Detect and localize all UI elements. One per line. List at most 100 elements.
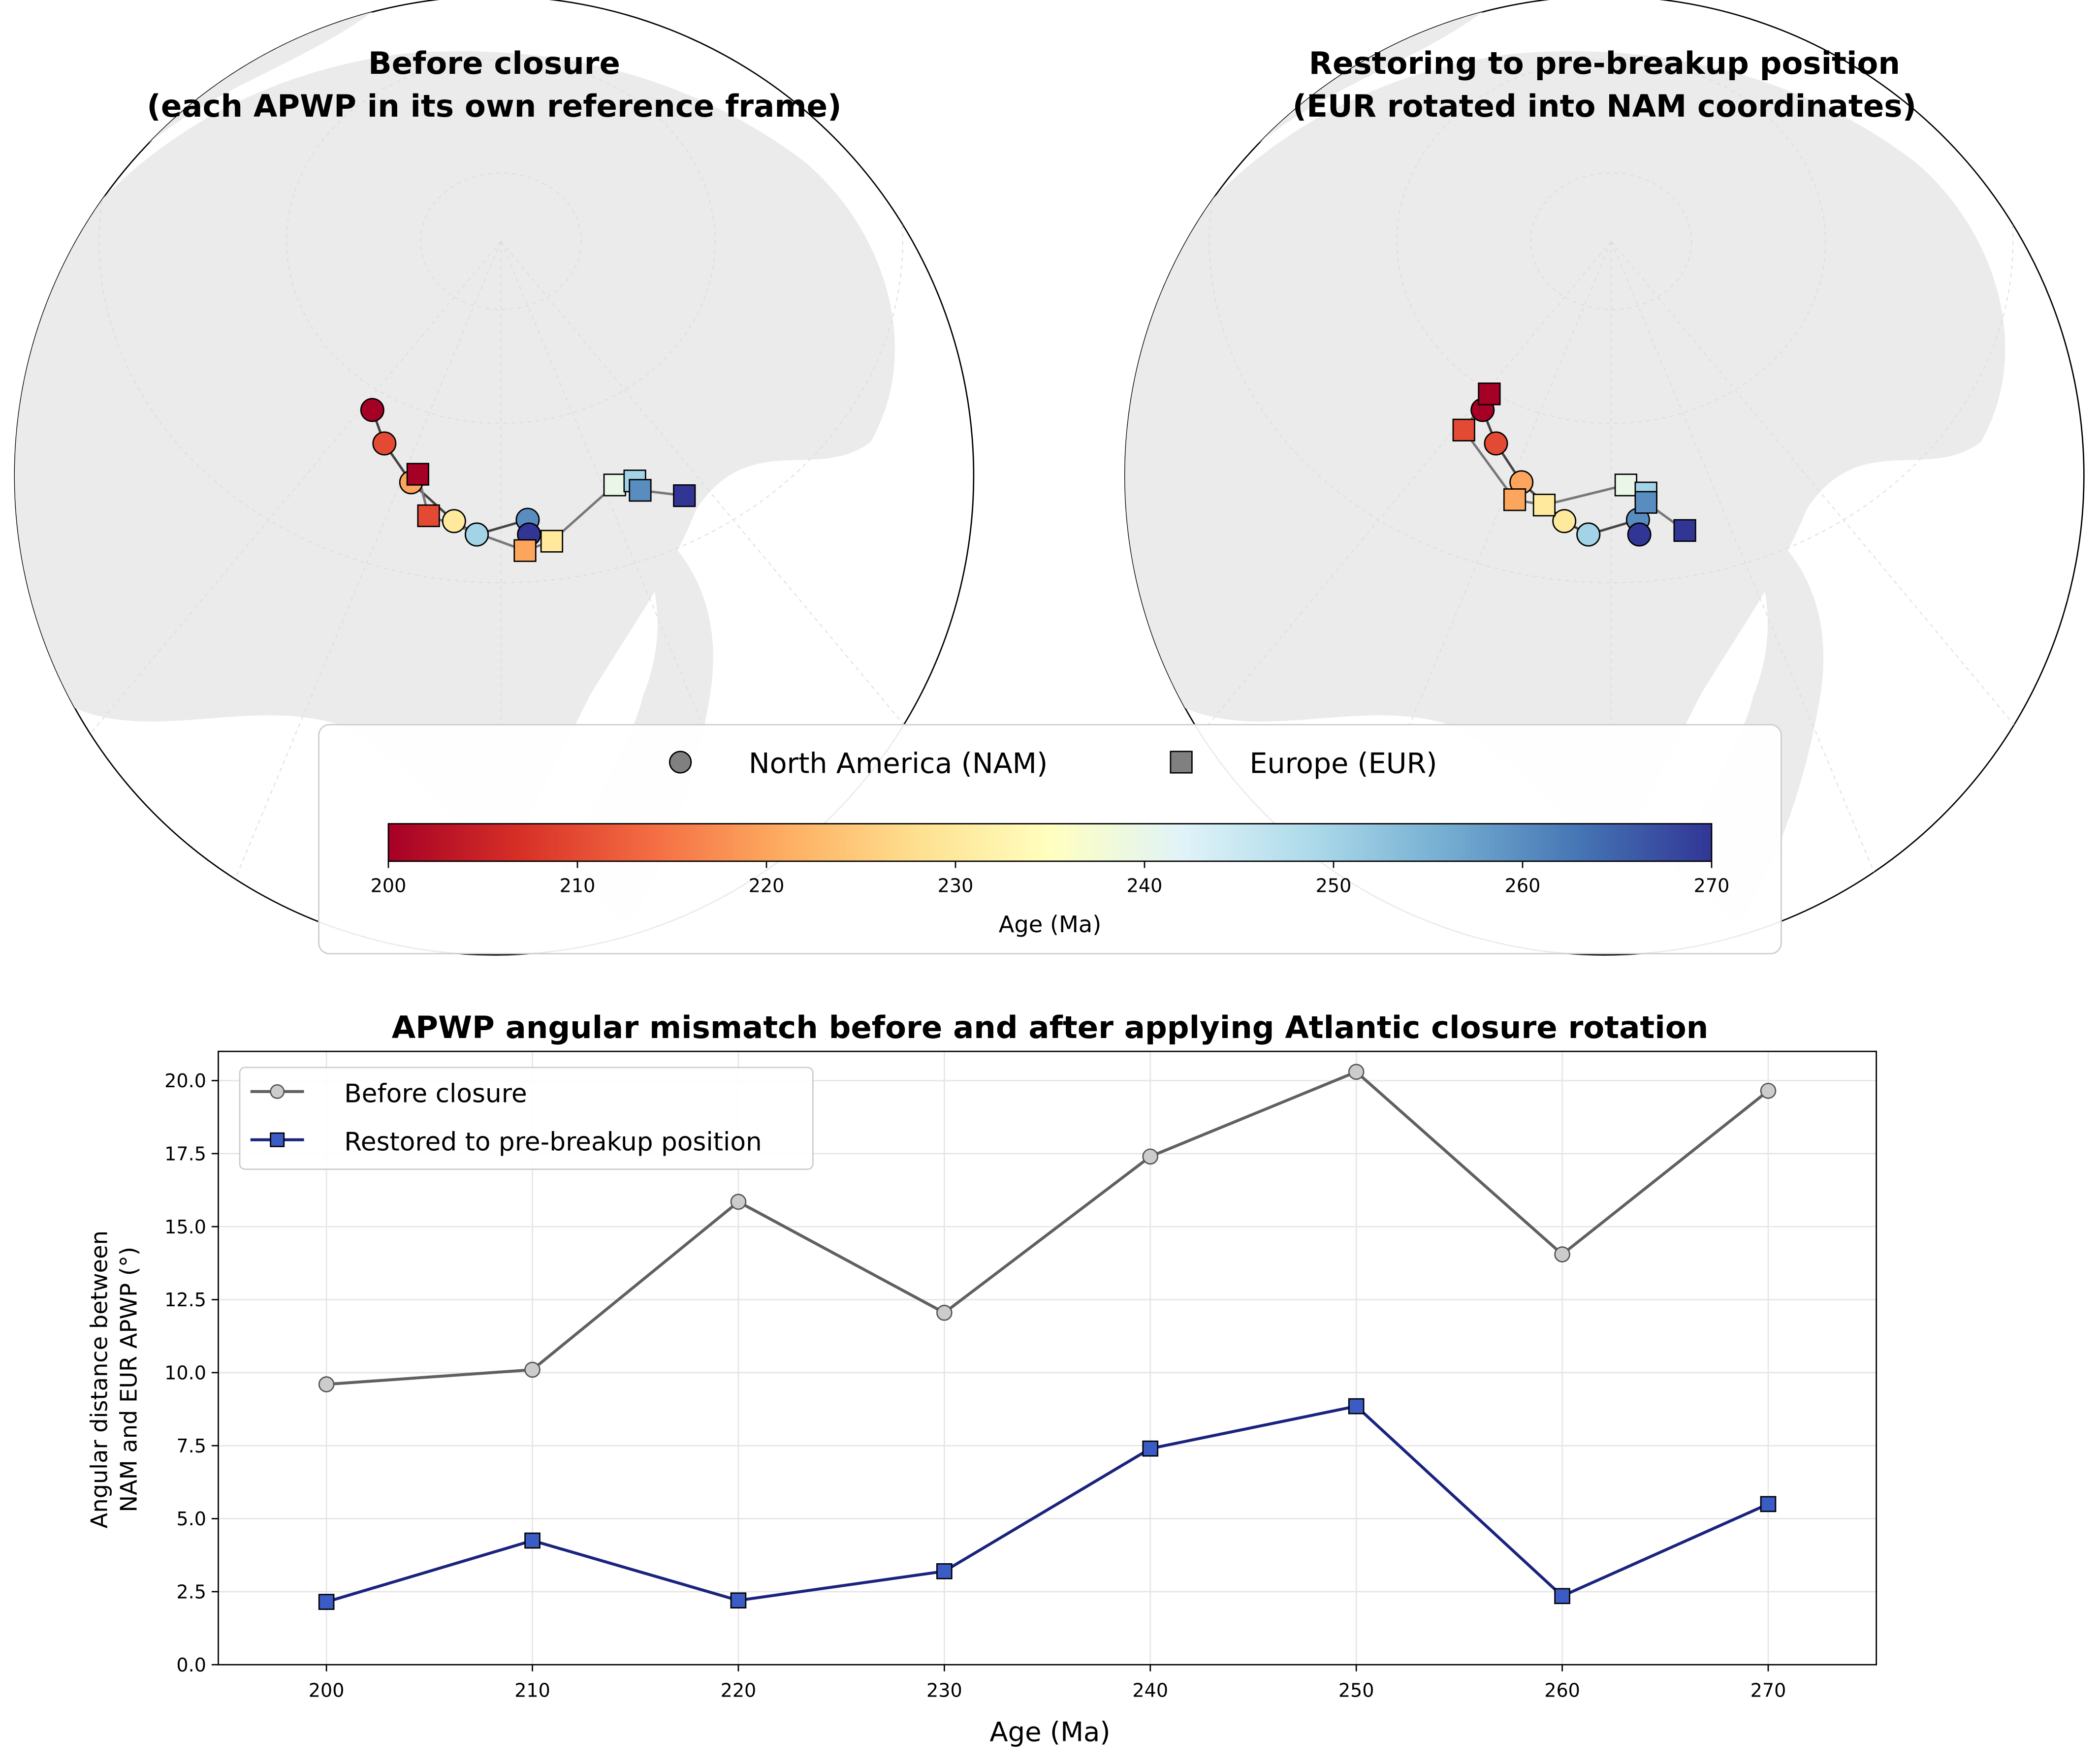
- map-title-line2: (EUR rotated into NAM coordinates): [1293, 88, 1916, 124]
- colorbar-tick-label: 240: [1127, 875, 1163, 896]
- eur-pole-marker: [406, 463, 429, 486]
- eur-pole-marker: [1614, 473, 1638, 497]
- data-point-before: [730, 1194, 747, 1210]
- graticule-line: [98, 0, 903, 583]
- square-marker-icon: [270, 1132, 285, 1147]
- y-tick-label: 5.0: [176, 1508, 206, 1530]
- x-tick-label: 200: [309, 1680, 345, 1701]
- x-tick-label: 250: [1338, 1680, 1374, 1701]
- eur-pole-marker: [1532, 494, 1556, 517]
- chart-title: APWP angular mismatch before and after a…: [392, 1009, 1709, 1045]
- data-point-before: [936, 1304, 953, 1321]
- graticule-line: [1209, 0, 2014, 583]
- colorbar-tick-label: 210: [560, 875, 596, 896]
- nam-pole-marker: [360, 398, 384, 422]
- colorbar-tick-label: 250: [1316, 875, 1352, 896]
- apwp-tracks: [1452, 382, 1696, 547]
- nam-pole-marker: [1627, 522, 1652, 547]
- legend-eur-label: Europe (EUR): [1249, 747, 1437, 780]
- eur-pole-marker: [540, 530, 564, 553]
- eur-pole-marker: [1634, 491, 1657, 514]
- plot-area: [218, 1050, 1877, 1666]
- eur-pole-marker: [513, 539, 537, 562]
- nam-pole-marker: [465, 522, 489, 547]
- eur-pole-marker: [673, 484, 696, 507]
- data-point-before: [318, 1376, 335, 1392]
- nam-pole-marker: [1576, 522, 1601, 547]
- data-point-restored: [1142, 1440, 1159, 1457]
- colorbar-ticks: 200 210 220 230 240 250 260 270: [371, 861, 1730, 896]
- data-point-before: [1142, 1148, 1159, 1165]
- nam-pole-marker: [1484, 431, 1508, 456]
- eur-pole-marker: [1478, 382, 1501, 406]
- y-tick-label: 10.0: [164, 1362, 206, 1384]
- series-line-restored: [326, 1404, 1769, 1604]
- eur-pole-marker: [1503, 488, 1527, 511]
- data-point-restored: [730, 1592, 747, 1609]
- eur-pole-marker: [629, 479, 652, 502]
- data-point-before: [1348, 1064, 1365, 1080]
- chart-legend-box: [239, 1067, 814, 1170]
- data-point-restored: [1760, 1496, 1777, 1512]
- graticule-line: [1611, 241, 1913, 955]
- data-point-restored: [936, 1563, 953, 1579]
- apwp-tracks: [360, 398, 696, 562]
- colorbar-tick-label: 220: [749, 875, 785, 896]
- y-tick-label: 7.5: [176, 1435, 206, 1457]
- y-tick-label: 2.5: [176, 1581, 206, 1603]
- nam-pole-marker: [372, 431, 397, 456]
- graticule-line: [199, 241, 502, 955]
- y-tick-label: 12.5: [164, 1289, 206, 1311]
- data-point-before: [524, 1361, 541, 1378]
- x-tick-label: 220: [721, 1680, 757, 1701]
- chart-legend: Before closure Restored to pre-breakup p…: [239, 1067, 814, 1170]
- eur-pole-marker: [417, 504, 440, 528]
- map-title-line1: Before closure: [368, 45, 620, 81]
- colorbar: [387, 823, 1713, 862]
- legend-nam-label: North America (NAM): [749, 747, 1048, 780]
- shared-legend: North America (NAM) Europe (EUR) 200 210 2…: [318, 724, 1782, 954]
- y-ticks: 0.0 2.5 5.0 7.5 10.0 12.5 15.0 17.5 20.0: [164, 1070, 219, 1676]
- y-tick-label: 20.0: [164, 1070, 206, 1092]
- colorbar-tick-label: 260: [1505, 875, 1541, 896]
- graticule-line: [420, 172, 582, 310]
- x-axis-label: Age (Ma): [989, 1716, 1110, 1747]
- x-tick-label: 260: [1544, 1680, 1580, 1701]
- x-tick-label: 240: [1132, 1680, 1168, 1701]
- legend-series-restored: Restored to pre-breakup position: [344, 1127, 762, 1157]
- x-tick-label: 270: [1750, 1680, 1786, 1701]
- data-point-restored: [1348, 1398, 1365, 1415]
- circle-marker-icon: [270, 1084, 285, 1099]
- map-restored: Restoring to pre-breakup position (EUR r…: [1124, 0, 2085, 956]
- line-chart: APWP angular mismatch before and after a…: [86, 1009, 1877, 1747]
- series-line-before: [326, 1070, 1769, 1386]
- y-axis-label-line2: NAM and EUR APWP (°): [116, 1247, 142, 1512]
- series: [318, 1064, 1777, 1610]
- data-point-restored: [524, 1532, 541, 1549]
- circle-marker-icon: [668, 751, 692, 774]
- nam-pole-marker: [1552, 509, 1577, 534]
- graticule-line: [1396, 59, 1826, 424]
- x-ticks: 200 210 220 230 240 250 260 270: [309, 1665, 1786, 1701]
- nam-pole-marker: [442, 509, 466, 534]
- land-polygon: [1125, 51, 2005, 857]
- legend-series-before: Before closure: [344, 1079, 527, 1109]
- y-axis-label-line1: Angular distance between: [86, 1230, 113, 1528]
- y-tick-label: 0.0: [176, 1654, 206, 1676]
- colorbar-tick-label: 200: [371, 875, 407, 896]
- colorbar-label: Age (Ma): [999, 911, 1102, 938]
- eur-pole-marker: [1452, 418, 1475, 441]
- graticule-line: [1530, 172, 1692, 310]
- eur-pole-marker: [1673, 519, 1696, 542]
- map-title-line2: (each APWP in its own reference frame): [147, 88, 841, 124]
- map-title-line1: Restoring to pre-breakup position: [1309, 45, 1900, 81]
- y-tick-label: 17.5: [164, 1143, 206, 1165]
- y-tick-label: 15.0: [164, 1216, 206, 1238]
- land-polygon: [14, 51, 895, 857]
- data-point-before: [1554, 1246, 1570, 1262]
- data-point-restored: [1554, 1588, 1570, 1605]
- colorbar-tick-label: 270: [1694, 875, 1730, 896]
- graticule-line: [286, 59, 716, 424]
